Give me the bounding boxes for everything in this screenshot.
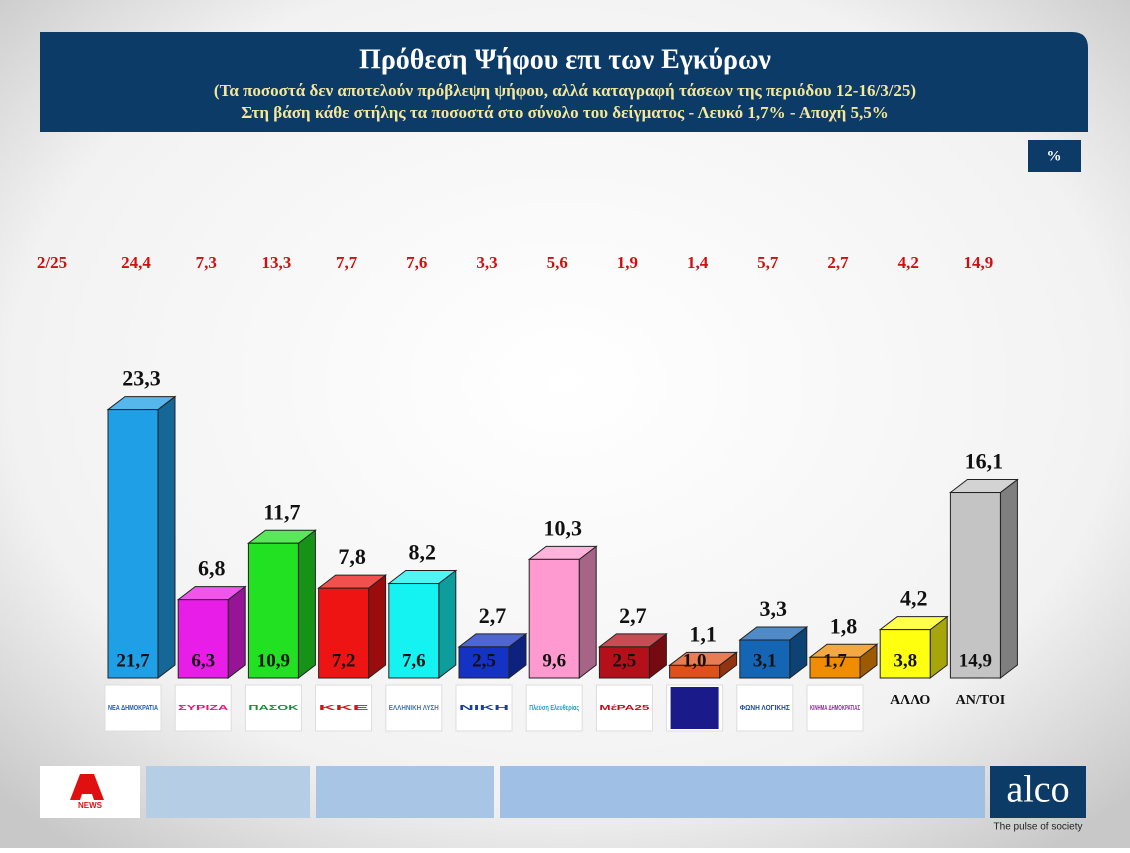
previous-value: 3,3 (476, 253, 497, 272)
x-tick-label: Πλεύση Ελευθερίας (529, 704, 579, 712)
value-label: 11,7 (263, 499, 300, 524)
sample-label: 9,6 (542, 650, 566, 671)
party-logo (244, 684, 302, 732)
party-logo (385, 684, 443, 732)
header-bar (40, 32, 1088, 132)
previous-value: 7,3 (196, 253, 217, 272)
x-tick-label: ΦΩΝΗ ΛΟΓΙΚΗΣ (740, 705, 790, 712)
previous-value: 7,6 (406, 253, 427, 272)
value-label: 16,1 (965, 449, 1004, 474)
bar (598, 646, 650, 679)
bar (247, 542, 299, 679)
bar (318, 587, 370, 679)
sample-label: 2,5 (613, 650, 637, 671)
bar (739, 639, 791, 679)
value-label: 2,7 (619, 603, 647, 628)
sample-label: 3,8 (893, 650, 917, 671)
value-label: 3,3 (760, 596, 788, 621)
x-tick-label: ΝΙΚΗ (459, 705, 509, 712)
sample-label: 10,9 (257, 650, 290, 671)
previous-value: 1,4 (687, 253, 709, 272)
news-text: NEWS (78, 801, 103, 810)
bar-side (578, 545, 597, 680)
value-label: 4,2 (900, 586, 928, 611)
value-label: 1,1 (689, 621, 717, 646)
bar (949, 492, 1001, 679)
bar-side (297, 529, 316, 680)
bar (107, 409, 159, 679)
previous-value: 14,9 (964, 253, 994, 272)
subtitle: (Τα ποσοστά δεν αποτελούν πρόβλεψη ψήφου… (214, 81, 916, 100)
unit-badge (1028, 140, 1081, 172)
bar (669, 664, 721, 679)
sample-label: 1,7 (823, 650, 847, 671)
party-logo (736, 684, 794, 732)
footer-strip (316, 766, 494, 818)
bar (458, 646, 510, 679)
previous-value: 5,6 (547, 253, 568, 272)
x-tick-label: ΜέΡΑ25 (599, 705, 649, 712)
party-logo (525, 684, 583, 732)
previous-value: 5,7 (757, 253, 779, 272)
unit: % (1047, 148, 1062, 164)
brand: alco (1006, 769, 1069, 811)
sample-label: 7,6 (402, 650, 426, 671)
value-label: 1,8 (830, 613, 858, 638)
value-label: 10,3 (543, 515, 582, 540)
bar-side (368, 574, 387, 680)
footer-strip (146, 766, 310, 818)
previous-value: 2,7 (827, 253, 849, 272)
sample-label: 1,0 (683, 650, 707, 671)
party-logo (315, 684, 373, 732)
sample-label: 2,5 (472, 650, 496, 671)
previous-value: 13,3 (262, 253, 292, 272)
value-label: 6,8 (198, 556, 226, 581)
sample-label: 14,9 (959, 650, 992, 671)
sample-label: 7,2 (332, 650, 356, 671)
previous-value: 24,4 (121, 253, 151, 272)
value-label: 2,7 (479, 603, 507, 628)
bar (177, 599, 229, 679)
value-label: 8,2 (409, 540, 437, 565)
previous-value: 1,9 (617, 253, 638, 272)
bar-side (999, 478, 1018, 680)
value-label: 7,8 (338, 544, 366, 569)
party-logo (806, 684, 864, 732)
note: Στη βάση κάθε στήλης τα ποσοστά στο σύνο… (241, 103, 889, 122)
x-tick-label: ΚΚΕ (319, 705, 370, 712)
sample-label: 21,7 (116, 650, 150, 671)
sample-label: 6,3 (191, 650, 215, 671)
party-logo (104, 684, 162, 732)
previous-label: 2/25 (37, 253, 67, 272)
previous-value: 4,2 (898, 253, 919, 272)
party-logo-mark (670, 687, 719, 729)
footer-strip (500, 766, 985, 818)
chart-title: Πρόθεση Ψήφου επι των Εγκύρων (359, 44, 771, 75)
previous-value: 7,7 (336, 253, 358, 272)
tagline: The pulse of society (994, 822, 1083, 833)
party-logo (455, 684, 513, 732)
value-label: 23,3 (122, 366, 161, 391)
party-logo (174, 684, 232, 732)
x-tick-label: ΑΝ/ΤΟΙ (956, 693, 1006, 708)
brand-box (990, 766, 1086, 818)
x-tick-label: ΠΑΣΟΚ (248, 705, 298, 712)
sample-label: 3,1 (753, 650, 777, 671)
x-tick-label: ΚΙΝΗΜΑ ΔΗΜΟΚΡΑΤΙΑΣ (810, 705, 860, 712)
x-tick-label: ΕΛΛΗΝΙΚΗ ΛΥΣΗ (389, 705, 439, 712)
bar (528, 558, 580, 679)
x-tick-label: ΑΛΛΟ (890, 693, 930, 708)
bar-side (227, 585, 246, 680)
bar (879, 629, 931, 679)
party-logo (595, 684, 653, 732)
bar-side (157, 395, 176, 680)
bar (809, 656, 861, 679)
bar-side (438, 569, 457, 680)
bar (388, 583, 440, 679)
x-tick-label: ΣΥΡΙΖΑ (178, 705, 228, 712)
x-tick-label: ΝΕΑ ΔΗΜΟΚΡΑΤΙΑ (108, 705, 158, 712)
news-logo (70, 774, 104, 800)
